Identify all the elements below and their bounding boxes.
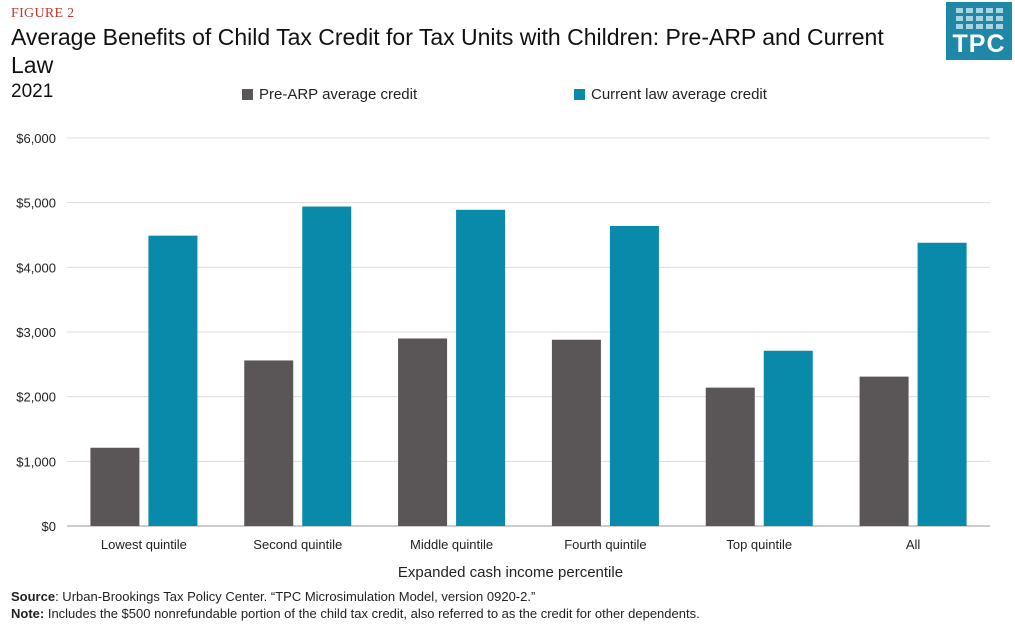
chart-title: Average Benefits of Child Tax Credit for…	[11, 24, 884, 78]
bar-current-law	[148, 235, 198, 526]
logo-grid-icon	[956, 8, 1003, 30]
footnote: Note: Includes the $500 nonrefundable po…	[11, 606, 700, 621]
source-note: Source: Urban-Brookings Tax Policy Cente…	[11, 589, 535, 604]
logo-text: TPC	[952, 30, 1006, 58]
source-label: Source	[11, 589, 56, 604]
tpc-logo: TPC	[946, 2, 1012, 60]
legend-label-pre-arp: Pre-ARP average credit	[259, 86, 418, 103]
y-tick-label: $2,000	[16, 390, 56, 405]
bar-pre-arp	[244, 360, 294, 526]
x-axis-title: Expanded cash income percentile	[398, 564, 623, 581]
y-tick-label: $6,000	[16, 131, 56, 146]
x-tick-label: All	[906, 537, 921, 552]
x-tick-label: Top quintile	[726, 537, 792, 552]
bar-current-law	[456, 209, 506, 526]
y-tick-label: $0	[42, 519, 56, 534]
y-tick-label: $4,000	[16, 260, 56, 275]
y-tick-label: $5,000	[16, 196, 56, 211]
legend-swatch-pre-arp	[242, 89, 253, 100]
bar-pre-arp	[551, 339, 601, 526]
chart-legend: Pre-ARP average credit Current law avera…	[0, 86, 1015, 108]
chart-subtitle: 2021	[11, 81, 54, 102]
x-tick-label: Second quintile	[253, 537, 342, 552]
bar-current-law	[302, 206, 352, 526]
bar-current-law	[917, 242, 967, 526]
legend-swatch-current-law	[574, 89, 585, 100]
bar-current-law	[763, 350, 813, 526]
note-text: Includes the $500 nonrefundable portion …	[44, 606, 700, 621]
x-tick-label: Lowest quintile	[101, 537, 187, 552]
bar-pre-arp	[398, 338, 448, 526]
bar-chart: $0 $1,000 $2,000 $3,000 $4,000 $5,000 $6,000 Lo…	[16, 131, 990, 581]
legend-label-current-law: Current law average credit	[591, 86, 767, 103]
bar-pre-arp	[859, 376, 909, 526]
source-text: : Urban-Brookings Tax Policy Center. “TP…	[55, 589, 536, 604]
x-tick-label: Fourth quintile	[564, 537, 646, 552]
legend-item-pre-arp: Pre-ARP average credit	[242, 86, 417, 103]
legend-item-current-law: Current law average credit	[574, 86, 767, 103]
y-tick-label: $3,000	[16, 325, 56, 340]
bar-pre-arp	[705, 387, 755, 526]
figure-label: FIGURE 2	[11, 6, 75, 21]
y-tick-label: $1,000	[16, 454, 56, 469]
x-tick-label: Middle quintile	[410, 537, 493, 552]
bar-pre-arp	[90, 447, 140, 526]
bar-current-law	[609, 225, 659, 526]
note-label: Note:	[11, 606, 45, 621]
